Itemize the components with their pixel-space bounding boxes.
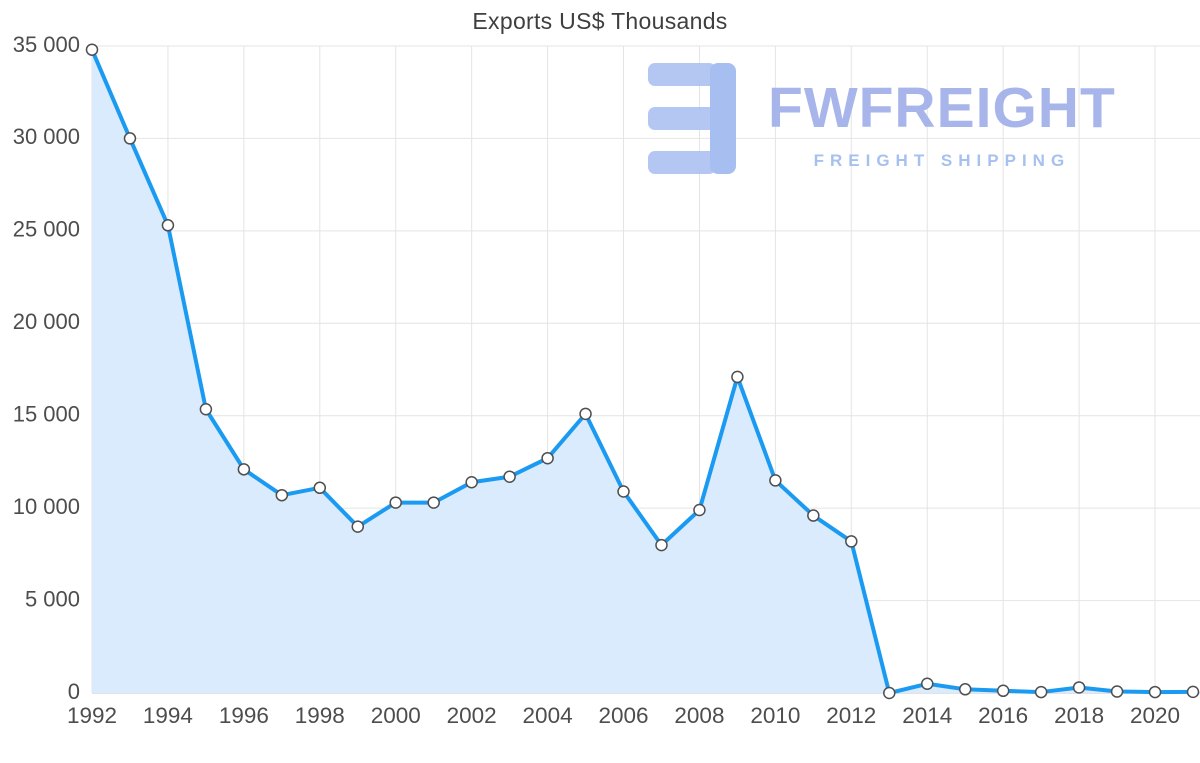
chart-title: Exports US$ Thousands bbox=[472, 8, 728, 34]
data-point-marker bbox=[275, 488, 289, 502]
x-tick-label: 2008 bbox=[674, 703, 724, 728]
y-tick-label: 15 000 bbox=[13, 402, 80, 427]
x-axis-labels: 1992 1994 1996 1998 2000 2002 2004 2006 2008 2010… bbox=[67, 703, 1180, 728]
data-point-marker bbox=[655, 538, 668, 552]
x-tick-label: 2006 bbox=[598, 703, 648, 728]
data-point-marker bbox=[313, 481, 327, 495]
data-point-marker bbox=[579, 407, 592, 421]
data-point-marker bbox=[883, 686, 896, 700]
data-point-marker bbox=[920, 677, 934, 691]
y-tick-label: 30 000 bbox=[13, 124, 80, 149]
data-point-marker bbox=[541, 451, 554, 465]
data-point-marker bbox=[123, 132, 137, 145]
data-point-marker bbox=[1110, 685, 1124, 698]
y-tick-label: 5 000 bbox=[25, 586, 80, 611]
data-point-marker bbox=[807, 509, 820, 522]
x-tick-label: 2012 bbox=[826, 703, 876, 728]
data-point-marker bbox=[427, 496, 440, 509]
data-point-markers bbox=[85, 43, 1200, 700]
x-tick-label: 2018 bbox=[1054, 703, 1104, 728]
y-tick-label: 25 000 bbox=[13, 217, 80, 242]
y-tick-label: 0 bbox=[68, 679, 80, 704]
y-axis-labels: 0 5 000 10 000 15 000 20 000 25 000 30 000 35 0… bbox=[13, 32, 80, 704]
x-tick-label: 1994 bbox=[143, 703, 193, 728]
series-line bbox=[90, 47, 1195, 695]
data-point-marker bbox=[845, 535, 858, 548]
data-point-marker bbox=[731, 370, 744, 384]
data-point-marker bbox=[389, 496, 402, 509]
data-point-marker bbox=[351, 520, 365, 533]
x-tick-label: 2000 bbox=[371, 703, 421, 728]
data-point-marker bbox=[237, 463, 251, 476]
data-point-marker bbox=[617, 485, 630, 498]
y-tick-label: 10 000 bbox=[13, 494, 80, 519]
x-tick-label: 2020 bbox=[1130, 703, 1180, 728]
data-point-marker bbox=[1072, 681, 1086, 694]
data-point-marker bbox=[996, 684, 1010, 698]
data-point-marker bbox=[769, 474, 782, 487]
data-point-marker bbox=[1148, 685, 1162, 699]
x-tick-label: 1992 bbox=[67, 703, 117, 728]
data-point-marker bbox=[199, 402, 213, 416]
x-tick-label: 2002 bbox=[447, 703, 497, 728]
x-tick-label: 2010 bbox=[750, 703, 800, 728]
data-point-marker bbox=[958, 683, 972, 696]
x-tick-label: 2016 bbox=[978, 703, 1028, 728]
area-fill bbox=[92, 49, 1193, 693]
data-point-marker bbox=[693, 503, 706, 517]
x-tick-label: 1996 bbox=[219, 703, 269, 728]
data-point-marker bbox=[161, 219, 175, 232]
x-tick-label: 2014 bbox=[902, 703, 952, 728]
x-tick-label: 1998 bbox=[295, 703, 345, 728]
data-point-marker bbox=[503, 470, 516, 483]
y-tick-label: 20 000 bbox=[13, 309, 80, 334]
data-point-marker bbox=[465, 476, 478, 489]
x-tick-label: 2004 bbox=[523, 703, 573, 728]
y-tick-label: 35 000 bbox=[13, 32, 80, 57]
data-point-marker bbox=[85, 43, 99, 56]
data-point-marker bbox=[1034, 685, 1048, 699]
data-point-marker bbox=[1186, 685, 1200, 699]
